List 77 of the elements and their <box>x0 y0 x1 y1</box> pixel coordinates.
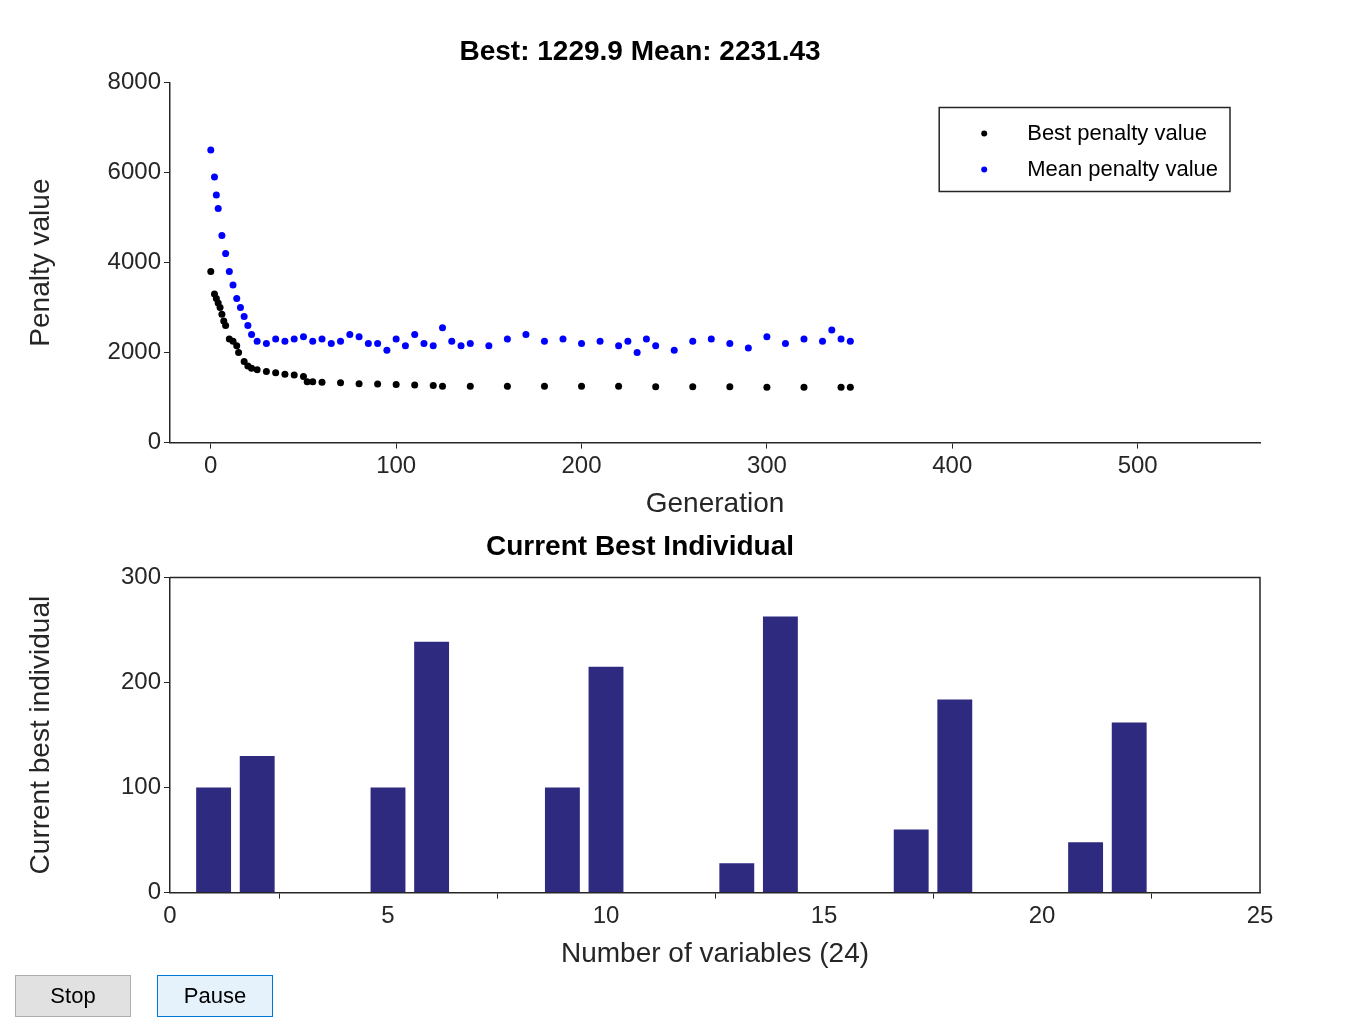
point <box>233 342 241 350</box>
point <box>439 382 446 390</box>
point <box>240 358 248 366</box>
y-tick-label: 8000 <box>107 67 161 95</box>
point <box>218 310 226 318</box>
y-tick-label: 0 <box>147 427 161 455</box>
x-tick-label: 0 <box>204 450 218 478</box>
point <box>466 382 474 390</box>
bar <box>937 699 973 893</box>
point <box>253 366 261 374</box>
x-axis-title: Number of variables (24) <box>560 936 870 968</box>
x-tick-label: 10 <box>592 900 620 928</box>
point <box>429 381 437 389</box>
y-tick-label: 300 <box>120 562 161 590</box>
x-tick-label: 15 <box>810 900 838 928</box>
x-tick-label: 200 <box>561 450 602 478</box>
point <box>299 372 307 380</box>
y-tick-label: 100 <box>120 772 161 800</box>
point <box>309 378 317 386</box>
bar <box>719 863 755 893</box>
chart-title: Current Best Individual <box>485 529 795 561</box>
point <box>540 382 548 390</box>
y-tick-label: 200 <box>120 667 161 695</box>
y-tick-label: 6000 <box>107 157 161 185</box>
x-tick-label: 5 <box>381 900 395 928</box>
point <box>846 383 854 391</box>
point <box>503 382 511 390</box>
y-axis-title: Current best individual <box>23 595 55 875</box>
point <box>652 383 660 391</box>
bar <box>1068 842 1104 893</box>
control-button: Pause <box>157 975 273 1017</box>
point <box>248 364 256 372</box>
bar <box>893 829 929 893</box>
x-tick-label: 500 <box>1117 450 1158 478</box>
y-tick-label: 2000 <box>107 337 161 365</box>
bar <box>370 787 406 893</box>
legend-label: Mean penalty value <box>1027 155 1218 181</box>
point <box>800 383 808 391</box>
point <box>235 349 243 357</box>
point <box>337 379 345 387</box>
point <box>290 371 298 379</box>
point <box>726 383 734 391</box>
point <box>392 381 400 389</box>
point <box>374 380 382 388</box>
x-tick-label: 25 <box>1246 900 1274 928</box>
bar <box>239 756 275 893</box>
x-tick-label: 20 <box>1028 900 1056 928</box>
bar <box>544 787 580 893</box>
point <box>615 382 623 390</box>
bar <box>762 616 798 893</box>
point <box>318 378 326 386</box>
x-tick-label: 400 <box>932 450 973 478</box>
x-axis-title: Generation <box>645 486 785 518</box>
bar <box>588 666 624 893</box>
point <box>578 382 586 390</box>
x-tick-label: 100 <box>376 450 417 478</box>
point <box>262 368 270 375</box>
point <box>216 304 224 312</box>
point <box>207 268 215 276</box>
x-tick-label: 300 <box>746 450 787 478</box>
y-tick-label: 4000 <box>107 247 161 275</box>
legend-label: Best penalty value <box>1027 119 1207 145</box>
chart-title: Best: 1229.9 Mean: 2231.43 <box>459 34 821 66</box>
point <box>281 370 289 378</box>
point <box>763 383 771 391</box>
point <box>355 380 363 388</box>
point <box>411 381 419 389</box>
point <box>837 383 845 391</box>
point <box>222 322 230 330</box>
bar <box>1111 722 1147 893</box>
y-tick-label: 0 <box>147 877 161 905</box>
point <box>272 369 280 377</box>
control-button: Stop <box>15 975 131 1017</box>
y-axis-title: Penalty value <box>23 178 55 347</box>
bar <box>196 787 232 893</box>
bar <box>414 641 450 893</box>
point <box>689 383 697 391</box>
